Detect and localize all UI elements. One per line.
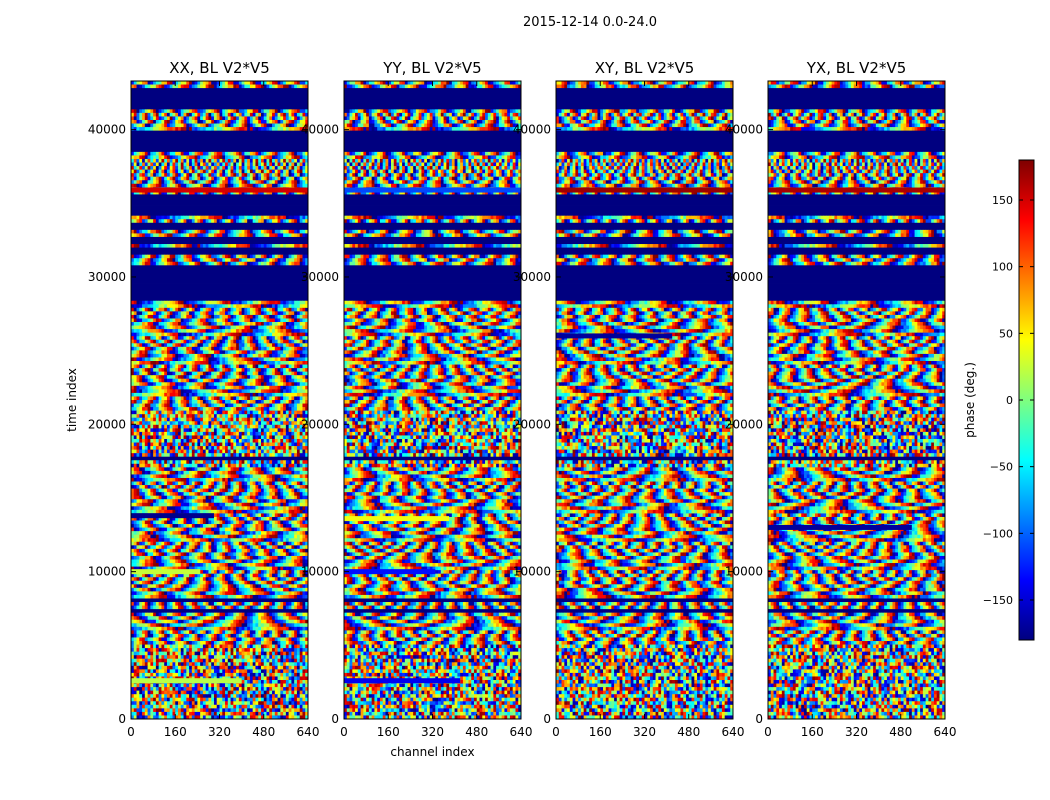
- heatmap-panel: YX, BL V2*V5 0 160 320 480 640 0 10000 20000 3000…: [725, 59, 957, 739]
- figure-suptitle: 2015-12-14 0.0-24.0: [523, 15, 657, 30]
- colorbar-label: phase (deg.): [963, 362, 977, 438]
- phase-band: [131, 569, 200, 574]
- colorbar-tick-label: −50: [990, 461, 1013, 474]
- phase-band: [131, 513, 214, 518]
- y-tick-label: 20000: [513, 417, 551, 431]
- x-tick-label: 160: [164, 725, 187, 739]
- heatmap-panel: XX, BL V2*V5 0 160 320 480 640 0 10000 20000 3000…: [65, 59, 319, 739]
- y-tick-label: 20000: [88, 417, 126, 431]
- y-tick-label: 40000: [725, 123, 763, 137]
- x-tick-label: 160: [589, 725, 612, 739]
- y-tick-label: 30000: [88, 270, 126, 284]
- colorbar: −150 −100 −50 0 50 100 150 phase (deg.): [963, 160, 1034, 640]
- x-tick-label: 640: [510, 725, 533, 739]
- colorbar-tick-label: 50: [999, 327, 1013, 340]
- panel-title: YY, BL V2*V5: [382, 59, 481, 77]
- heatmap-panel: YY, BL V2*V5 0 160 320 480 640 0 10000 20000 3000…: [301, 59, 533, 759]
- y-tick-label: 10000: [513, 565, 551, 579]
- y-axis-label: time index: [65, 368, 79, 432]
- colorbar-tick-label: −150: [983, 594, 1013, 607]
- heatmap-image: [556, 81, 733, 719]
- y-tick-label: 0: [331, 712, 339, 726]
- phase-band: [344, 678, 460, 683]
- phase-band: [556, 333, 672, 338]
- x-tick-label: 640: [297, 725, 320, 739]
- y-tick-label: 30000: [301, 270, 339, 284]
- y-tick-label: 40000: [513, 123, 551, 137]
- y-tick-label: 10000: [301, 565, 339, 579]
- x-tick-label: 640: [934, 725, 957, 739]
- phase-band: [768, 525, 912, 530]
- x-tick-label: 480: [252, 725, 275, 739]
- x-tick-label: 0: [127, 725, 135, 739]
- y-tick-label: 20000: [301, 417, 339, 431]
- y-tick-label: 30000: [513, 270, 551, 284]
- x-tick-label: 0: [764, 725, 772, 739]
- y-tick-label: 0: [543, 712, 551, 726]
- colorbar-tick-label: 150: [992, 194, 1013, 207]
- x-tick-label: 0: [340, 725, 348, 739]
- y-tick-label: 40000: [301, 123, 339, 137]
- y-tick-label: 0: [118, 712, 126, 726]
- x-tick-label: 0: [552, 725, 560, 739]
- phase-band: [344, 516, 449, 521]
- panel-title: XX, BL V2*V5: [169, 59, 270, 77]
- phase-band: [344, 569, 435, 574]
- colorbar-tick-label: −100: [983, 527, 1013, 540]
- colorbar-tick-label: 0: [1006, 394, 1013, 407]
- x-tick-label: 480: [889, 725, 912, 739]
- x-tick-label: 320: [633, 725, 656, 739]
- phase-band: [131, 188, 308, 193]
- heatmap-image: [344, 81, 521, 719]
- y-tick-label: 0: [755, 712, 763, 726]
- x-tick-label: 160: [377, 725, 400, 739]
- phase-band: [556, 188, 733, 193]
- y-tick-label: 30000: [725, 270, 763, 284]
- y-tick-label: 10000: [725, 565, 763, 579]
- phase-band: [344, 188, 521, 193]
- x-tick-label: 160: [801, 725, 824, 739]
- y-tick-label: 20000: [725, 417, 763, 431]
- x-tick-label: 320: [208, 725, 231, 739]
- heatmap-panel: XY, BL V2*V5 0 160 320 480 640 0 10000 20000 3000…: [513, 59, 745, 739]
- colorbar-tick-label: 100: [992, 261, 1013, 274]
- x-tick-label: 320: [845, 725, 868, 739]
- heatmap-image: [768, 81, 945, 719]
- x-axis-label: channel index: [390, 745, 474, 759]
- heatmap-image: [131, 81, 308, 719]
- x-tick-label: 320: [421, 725, 444, 739]
- panel-title: XY, BL V2*V5: [595, 59, 695, 77]
- x-tick-label: 480: [465, 725, 488, 739]
- x-tick-label: 480: [677, 725, 700, 739]
- phase-band: [131, 678, 242, 683]
- y-tick-label: 40000: [88, 123, 126, 137]
- y-tick-label: 10000: [88, 565, 126, 579]
- phase-band: [768, 188, 945, 193]
- x-tick-label: 640: [722, 725, 745, 739]
- panels: XX, BL V2*V5 0 160 320 480 640 0 10000 20000 3000…: [65, 59, 956, 759]
- panel-title: YX, BL V2*V5: [806, 59, 907, 77]
